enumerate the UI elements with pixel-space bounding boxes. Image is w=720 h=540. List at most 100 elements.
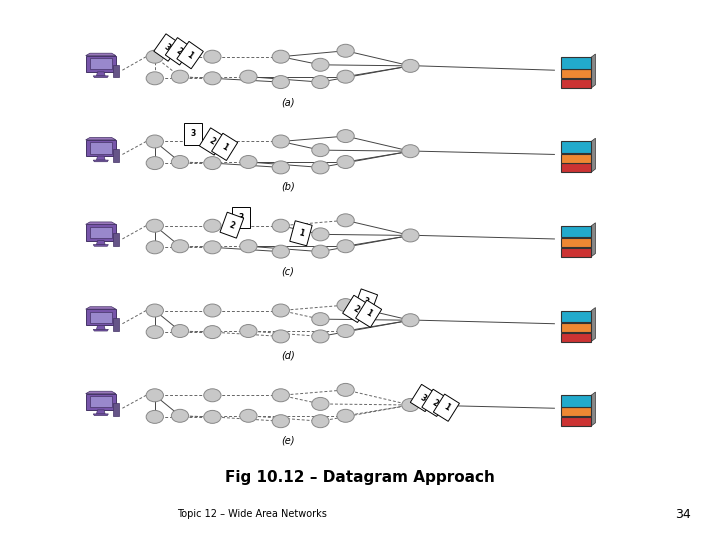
Polygon shape [113,233,120,246]
Circle shape [204,389,221,402]
Polygon shape [90,312,112,323]
Circle shape [402,314,419,327]
Polygon shape [86,222,116,225]
Circle shape [204,304,221,317]
Polygon shape [591,222,595,257]
Polygon shape [94,329,109,331]
Text: 3: 3 [162,42,172,53]
Circle shape [312,415,329,428]
Circle shape [337,130,354,143]
Circle shape [204,50,221,63]
Circle shape [240,70,257,83]
Text: 2: 2 [228,220,236,230]
Circle shape [204,219,221,232]
Text: (a): (a) [282,98,294,107]
Circle shape [171,70,189,83]
Polygon shape [94,414,109,416]
Circle shape [312,313,329,326]
Polygon shape [96,72,105,76]
Polygon shape [96,156,105,160]
FancyBboxPatch shape [561,141,591,153]
Polygon shape [90,227,112,238]
Text: 3: 3 [361,297,370,307]
Circle shape [337,214,354,227]
Circle shape [402,145,419,158]
Polygon shape [96,410,105,414]
FancyBboxPatch shape [561,311,591,322]
Circle shape [337,70,354,83]
Circle shape [337,383,354,396]
Circle shape [272,76,289,89]
Text: 3: 3 [190,130,196,138]
Polygon shape [90,142,112,154]
Polygon shape [113,318,120,331]
Circle shape [272,389,289,402]
Circle shape [204,157,221,170]
Polygon shape [113,403,120,416]
Circle shape [312,161,329,174]
FancyBboxPatch shape [561,323,591,332]
Circle shape [146,50,163,63]
Polygon shape [86,309,116,325]
Text: 2: 2 [208,136,217,147]
Circle shape [312,228,329,241]
Text: (d): (d) [281,351,295,361]
Polygon shape [86,225,116,241]
Circle shape [204,326,221,339]
Circle shape [204,135,221,148]
Polygon shape [86,56,116,72]
Circle shape [337,299,354,312]
Circle shape [146,135,163,148]
Polygon shape [90,396,112,407]
Text: 1: 1 [442,402,451,413]
Circle shape [240,156,257,168]
Circle shape [146,389,163,402]
Circle shape [312,245,329,258]
Circle shape [337,409,354,422]
Circle shape [204,410,221,423]
Text: (e): (e) [282,435,294,445]
Circle shape [171,409,189,422]
Polygon shape [86,307,116,309]
Circle shape [146,326,163,339]
Circle shape [272,330,289,343]
Text: (c): (c) [282,266,294,276]
Circle shape [337,44,354,57]
Polygon shape [591,138,595,172]
FancyBboxPatch shape [561,248,591,257]
FancyBboxPatch shape [561,226,591,238]
Text: Topic 12 – Wide Area Networks: Topic 12 – Wide Area Networks [177,509,327,519]
Text: 34: 34 [675,508,691,521]
Polygon shape [113,65,120,77]
Circle shape [146,410,163,423]
Circle shape [312,397,329,410]
Circle shape [240,240,257,253]
Text: 3: 3 [238,213,244,222]
Polygon shape [86,137,116,140]
Circle shape [402,229,419,242]
Circle shape [146,157,163,170]
Circle shape [312,144,329,157]
Text: 3: 3 [419,393,428,403]
Text: (b): (b) [281,181,295,191]
Text: 2: 2 [431,397,439,408]
Polygon shape [113,149,120,162]
Polygon shape [90,58,112,70]
Circle shape [337,240,354,253]
Polygon shape [591,54,595,88]
Circle shape [272,219,289,232]
Circle shape [146,304,163,317]
Polygon shape [86,391,116,394]
Circle shape [337,325,354,338]
Circle shape [146,219,163,232]
Polygon shape [591,308,595,342]
Circle shape [146,241,163,254]
Polygon shape [86,394,116,410]
Polygon shape [86,53,116,56]
FancyBboxPatch shape [561,238,591,247]
Circle shape [171,156,189,168]
Circle shape [312,58,329,71]
Polygon shape [94,76,109,77]
FancyBboxPatch shape [561,79,591,88]
FancyBboxPatch shape [561,154,591,163]
